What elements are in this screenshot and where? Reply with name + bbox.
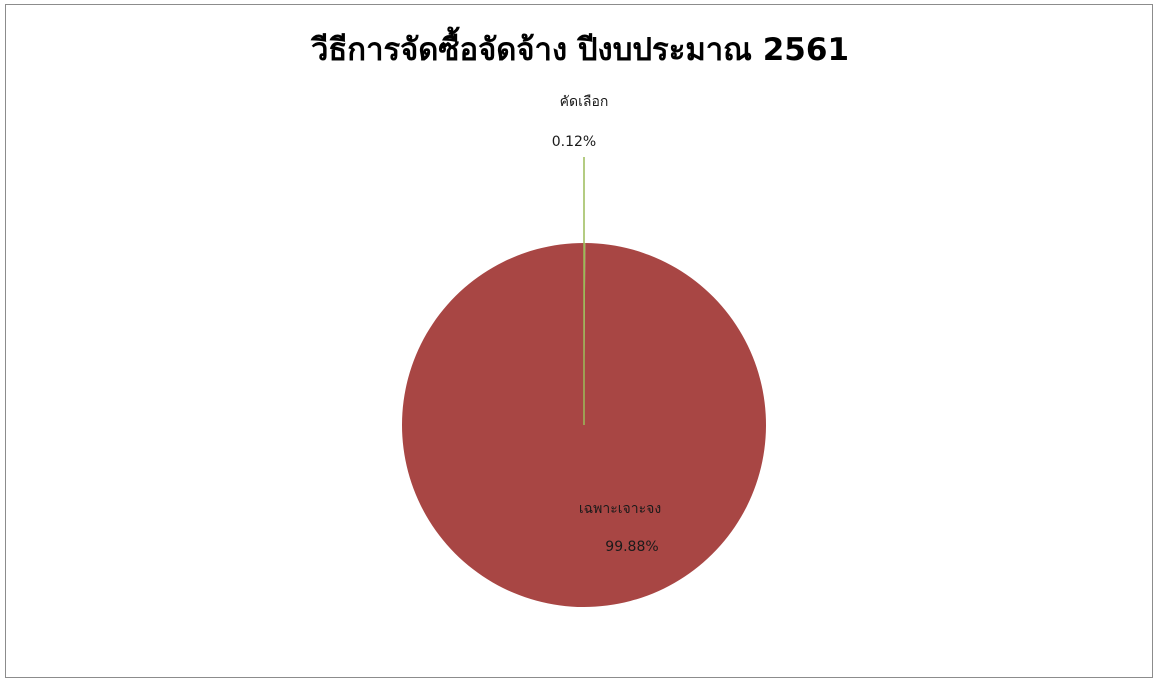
slice-label-2: เฉพาะเจาะจง [579, 501, 661, 517]
slice-value-1: 0.12% [552, 134, 596, 150]
slice-value-2: 99.88% [605, 539, 658, 555]
slice-label-1: คัดเลือก [560, 94, 609, 110]
chart-title: วีธีการจัดซื้อจัดจ้าง ปีงบประมาณ 2561 [310, 32, 850, 68]
